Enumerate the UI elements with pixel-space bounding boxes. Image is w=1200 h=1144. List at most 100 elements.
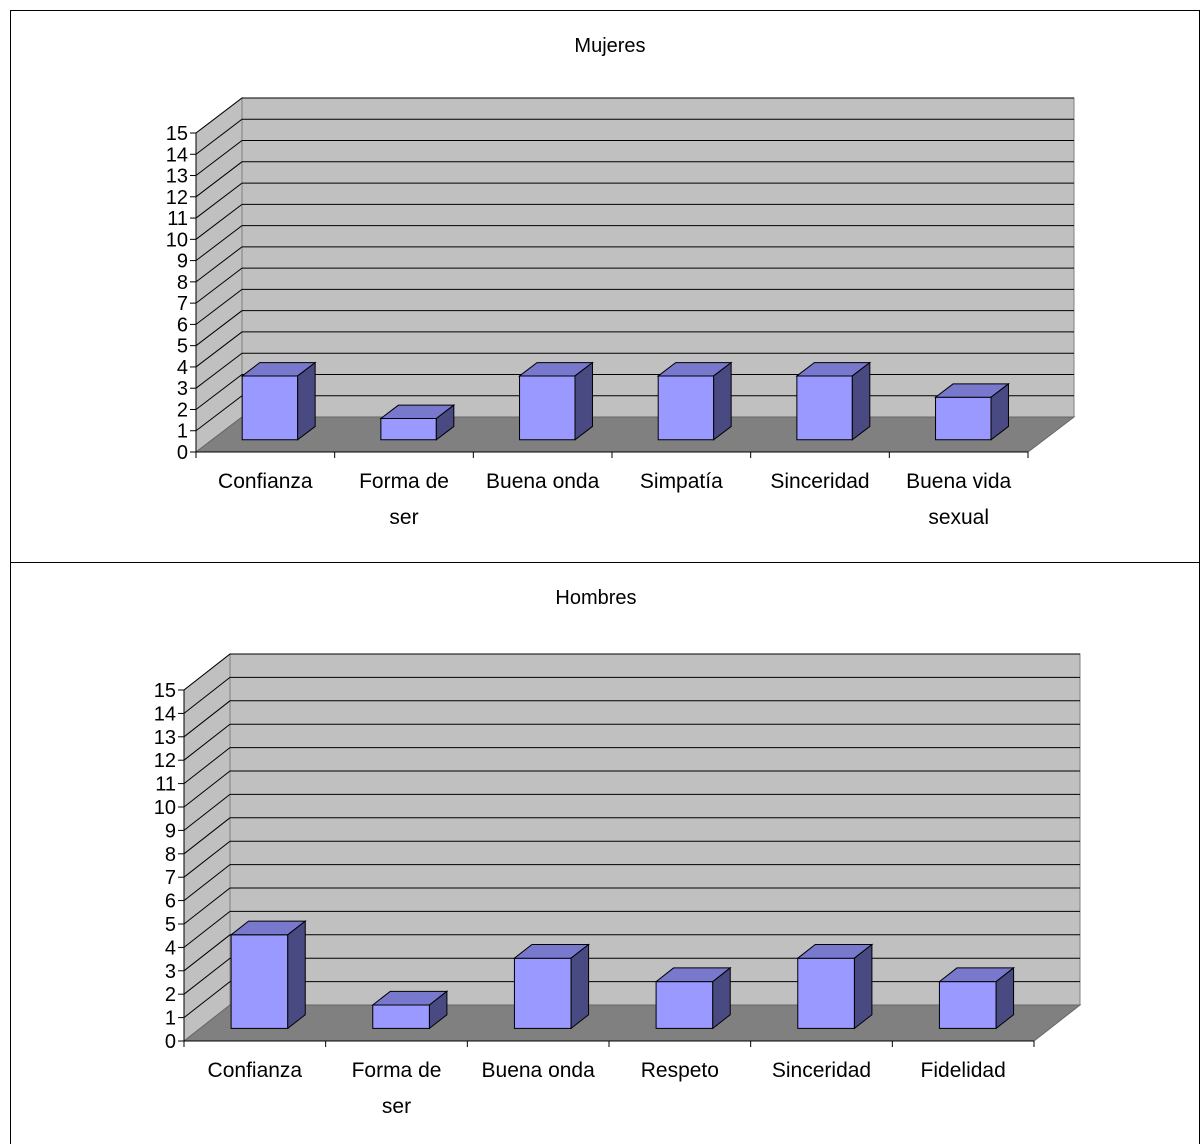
- y-tick-label: 15: [166, 123, 188, 145]
- category-label: Buena vida: [906, 470, 1011, 493]
- y-tick-label: 12: [154, 750, 176, 772]
- gridline: [195, 140, 1074, 176]
- back-wall: [229, 653, 1081, 1006]
- gridline: [183, 653, 1080, 691]
- category-label: Confianza: [208, 1059, 303, 1082]
- bar-side: [297, 361, 316, 441]
- category-label: Sinceridad: [770, 470, 869, 493]
- y-tick-label: 8: [177, 272, 188, 294]
- gridline: [195, 310, 1074, 347]
- category-label: Forma de: [359, 470, 449, 493]
- category-label: ser: [382, 1095, 411, 1118]
- category-label: Forma de: [352, 1059, 442, 1082]
- gridline: [183, 910, 1080, 948]
- category-label: Buena onda: [482, 1059, 596, 1082]
- y-tick-label: 7: [177, 293, 188, 315]
- gridline: [195, 373, 1074, 410]
- y-tick-label: 13: [166, 166, 188, 188]
- y-tick-label: 7: [165, 867, 176, 889]
- gridline: [195, 118, 1074, 155]
- category-label: Simpatía: [640, 470, 723, 493]
- category-label: Confianza: [218, 470, 313, 493]
- bar-sinceridad: [796, 375, 853, 441]
- gridline: [183, 864, 1080, 901]
- gridline: [183, 676, 1080, 714]
- gridline: [195, 246, 1074, 283]
- gridline: [183, 840, 1080, 878]
- y-tick-label: 9: [177, 251, 188, 273]
- bar-side: [853, 943, 873, 1030]
- gridline: [183, 981, 1080, 1018]
- y-tick-label: 2: [177, 399, 188, 421]
- gridline: [195, 203, 1074, 240]
- bar-side: [995, 966, 1015, 1030]
- y-tick-label: 14: [166, 144, 188, 166]
- bar-sinceridad: [797, 957, 855, 1029]
- bar-side: [428, 990, 448, 1030]
- side-wall: [195, 96, 243, 454]
- y-tick-label: 0: [165, 1031, 176, 1053]
- y-tick-label: 8: [165, 844, 176, 866]
- y-tick-label: 6: [165, 891, 176, 913]
- y-tick-label: 4: [165, 937, 176, 959]
- gridline: [183, 770, 1080, 808]
- y-tick-label: 13: [154, 727, 176, 749]
- y-tick-label: 4: [177, 357, 188, 379]
- bar-side: [713, 361, 732, 441]
- y-tick-label: 14: [154, 703, 176, 725]
- bar-respeto: [655, 981, 714, 1029]
- gridline: [183, 957, 1080, 995]
- y-tick-label: 11: [155, 774, 176, 796]
- bar-forma-de-ser: [372, 1004, 430, 1029]
- bar-side: [851, 361, 871, 441]
- y-tick-label: 9: [165, 820, 176, 842]
- gridline: [183, 747, 1080, 784]
- bar-confianza: [241, 375, 299, 441]
- y-tick-label: 0: [177, 442, 188, 464]
- gridline: [195, 288, 1074, 325]
- bar-confianza: [230, 934, 289, 1029]
- category-label: ser: [389, 506, 418, 529]
- gridline: [195, 352, 1074, 389]
- bar-side: [990, 382, 1009, 441]
- y-tick-label: 12: [166, 187, 188, 209]
- category-label: Sinceridad: [772, 1059, 871, 1082]
- y-tick-label: 6: [177, 314, 188, 336]
- bar-fidelidad: [938, 981, 997, 1029]
- bar-forma-de-ser: [380, 417, 437, 441]
- gridline: [195, 182, 1074, 219]
- y-tick-label: 5: [165, 914, 176, 936]
- gridline: [183, 793, 1080, 831]
- gridline: [183, 817, 1080, 855]
- gridline: [195, 225, 1074, 261]
- back-wall: [241, 97, 1075, 418]
- chart-title: Mujeres: [574, 35, 645, 57]
- bar-side: [574, 361, 593, 441]
- bar-side: [287, 920, 306, 1030]
- y-tick-label: 3: [165, 961, 176, 983]
- bar-buena-onda: [513, 957, 572, 1029]
- gridline: [183, 887, 1080, 925]
- category-label: Fidelidad: [921, 1059, 1006, 1082]
- bar-side: [435, 404, 455, 441]
- gridline: [195, 331, 1074, 368]
- y-tick-label: 1: [165, 1008, 176, 1030]
- category-label: Respeto: [641, 1059, 719, 1082]
- y-tick-label: 15: [154, 680, 176, 702]
- y-tick-label: 10: [166, 229, 188, 251]
- y-tick-label: 5: [177, 336, 188, 358]
- gridline: [183, 700, 1080, 738]
- y-tick-label: 3: [177, 378, 188, 400]
- bar-side: [570, 943, 590, 1030]
- gridline: [183, 934, 1080, 972]
- bar-simpatía: [657, 375, 715, 441]
- side-wall: [183, 652, 231, 1043]
- bar-buena-vida-sexual: [935, 396, 992, 441]
- category-label: Buena onda: [486, 470, 600, 493]
- gridline: [195, 97, 1074, 134]
- category-label: sexual: [928, 506, 989, 529]
- gridline: [183, 723, 1080, 761]
